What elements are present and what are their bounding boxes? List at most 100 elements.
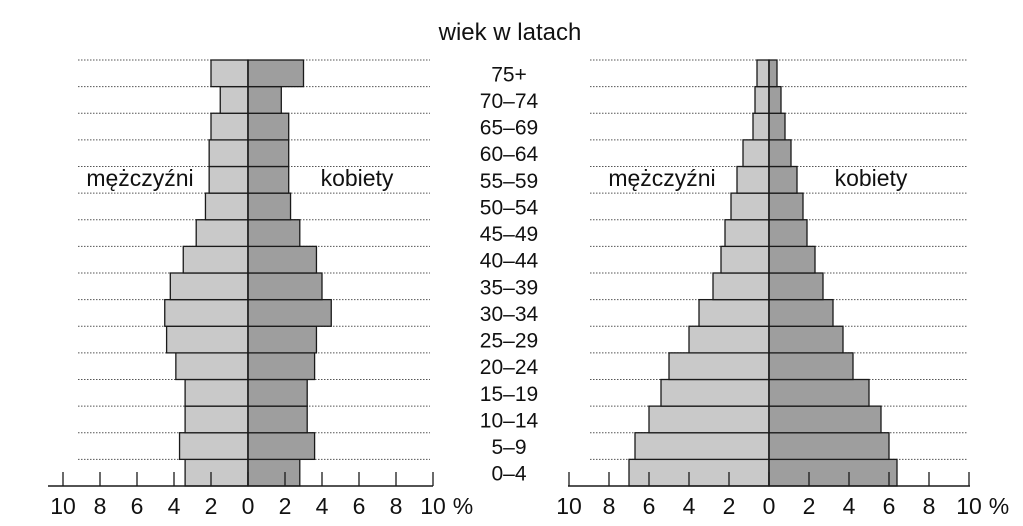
bar-men: [208, 165, 249, 194]
bar-men: [634, 432, 770, 461]
bar-women: [247, 139, 290, 168]
bar-women: [247, 272, 323, 301]
bar-women: [247, 298, 332, 327]
bar-women: [247, 165, 290, 194]
bar-women: [247, 325, 318, 354]
bar-men: [184, 378, 249, 407]
bar-men: [742, 139, 770, 168]
bar-women: [247, 192, 292, 221]
x-tick-label: 2: [279, 493, 292, 519]
bar-women: [247, 112, 290, 141]
bar-men: [720, 245, 770, 274]
bar-women: [768, 458, 898, 487]
age-group-label: 55–59: [480, 170, 538, 193]
age-group-label: 70–74: [480, 90, 539, 113]
age-group-label: 10–14: [480, 409, 539, 432]
bar-women: [768, 245, 816, 274]
bar-women: [768, 378, 870, 407]
x-tick-label: 4: [843, 493, 856, 519]
bar-men: [164, 298, 249, 327]
x-tick-label: 2: [205, 493, 218, 519]
bar-men: [182, 245, 249, 274]
bar-women: [768, 298, 834, 327]
x-tick-label: 6: [643, 493, 656, 519]
bar-women: [247, 458, 301, 487]
bar-men: [712, 272, 770, 301]
bar-men: [752, 112, 770, 141]
x-tick-label: 8: [390, 493, 403, 519]
bar-men: [208, 139, 249, 168]
x-tick-label: 8: [923, 493, 936, 519]
age-group-label: 75+: [491, 63, 527, 86]
label-women: kobiety: [321, 165, 394, 191]
label-women: kobiety: [835, 165, 908, 191]
bar-men: [178, 432, 249, 461]
bar-men: [736, 165, 770, 194]
bar-men: [195, 219, 249, 248]
bar-women: [768, 139, 792, 168]
age-group-labels: 0–4 5–9 10–14 15–19 20–24 25–29 30–34 35–39 40–4…: [480, 63, 539, 485]
population-pyramid-2: mężczyźni kobiety 10 8 6 4 2 0 2 4 6 8 10%: [556, 59, 1009, 519]
bar-women: [768, 219, 808, 248]
x-tick-label: 4: [168, 493, 181, 519]
x-tick-label: 10: [556, 493, 582, 519]
label-men: mężczyźni: [86, 165, 193, 191]
bar-women: [768, 352, 854, 381]
bar-men: [210, 112, 249, 141]
x-tick-label: 10: [420, 493, 446, 519]
bar-men: [175, 352, 249, 381]
age-group-label: 30–34: [480, 303, 539, 326]
bar-women: [247, 405, 308, 434]
bar-women: [768, 165, 798, 194]
age-group-label: 35–39: [480, 276, 538, 299]
age-group-label: 0–4: [491, 463, 526, 486]
x-tick-label: 6: [883, 493, 896, 519]
age-group-label: 20–24: [480, 356, 539, 379]
label-men: mężczyźni: [608, 165, 715, 191]
bar-men: [169, 272, 249, 301]
x-tick-label: 10: [50, 493, 76, 519]
bar-men: [165, 325, 249, 354]
bar-men: [660, 378, 770, 407]
x-unit-label: %: [989, 493, 1009, 519]
age-group-label: 50–54: [480, 196, 539, 219]
bar-women: [768, 432, 890, 461]
bar-men: [724, 219, 770, 248]
bar-women: [247, 378, 308, 407]
bar-women: [768, 112, 786, 141]
x-unit-label: %: [453, 493, 473, 519]
bar-women: [247, 432, 316, 461]
bar-women: [247, 219, 301, 248]
x-tick-label: 0: [242, 493, 255, 519]
bar-women: [768, 192, 804, 221]
chart-title: wiek w latach: [438, 19, 582, 46]
bar-men: [184, 458, 249, 487]
x-tick-label: 4: [683, 493, 696, 519]
x-tick-label: 8: [603, 493, 616, 519]
bar-men: [648, 405, 770, 434]
x-tick-label: 6: [353, 493, 366, 519]
x-tick-label: 6: [131, 493, 144, 519]
bar-women: [768, 405, 882, 434]
bar-men: [688, 325, 770, 354]
bar-women: [247, 352, 316, 381]
bar-men: [204, 192, 249, 221]
bar-women: [768, 325, 844, 354]
x-tick-label: 8: [94, 493, 107, 519]
bar-women: [247, 85, 282, 114]
bar-men: [754, 85, 770, 114]
bar-men: [184, 405, 249, 434]
bar-men: [628, 458, 770, 487]
bar-women: [768, 59, 778, 88]
x-tick-label: 10: [956, 493, 982, 519]
bar-men: [698, 298, 770, 327]
bar-women: [247, 59, 305, 88]
bar-women: [768, 85, 782, 114]
age-group-label: 65–69: [480, 117, 538, 140]
bar-men: [730, 192, 770, 221]
x-tick-label: 0: [763, 493, 776, 519]
x-tick-label: 2: [803, 493, 816, 519]
bar-men: [219, 85, 249, 114]
